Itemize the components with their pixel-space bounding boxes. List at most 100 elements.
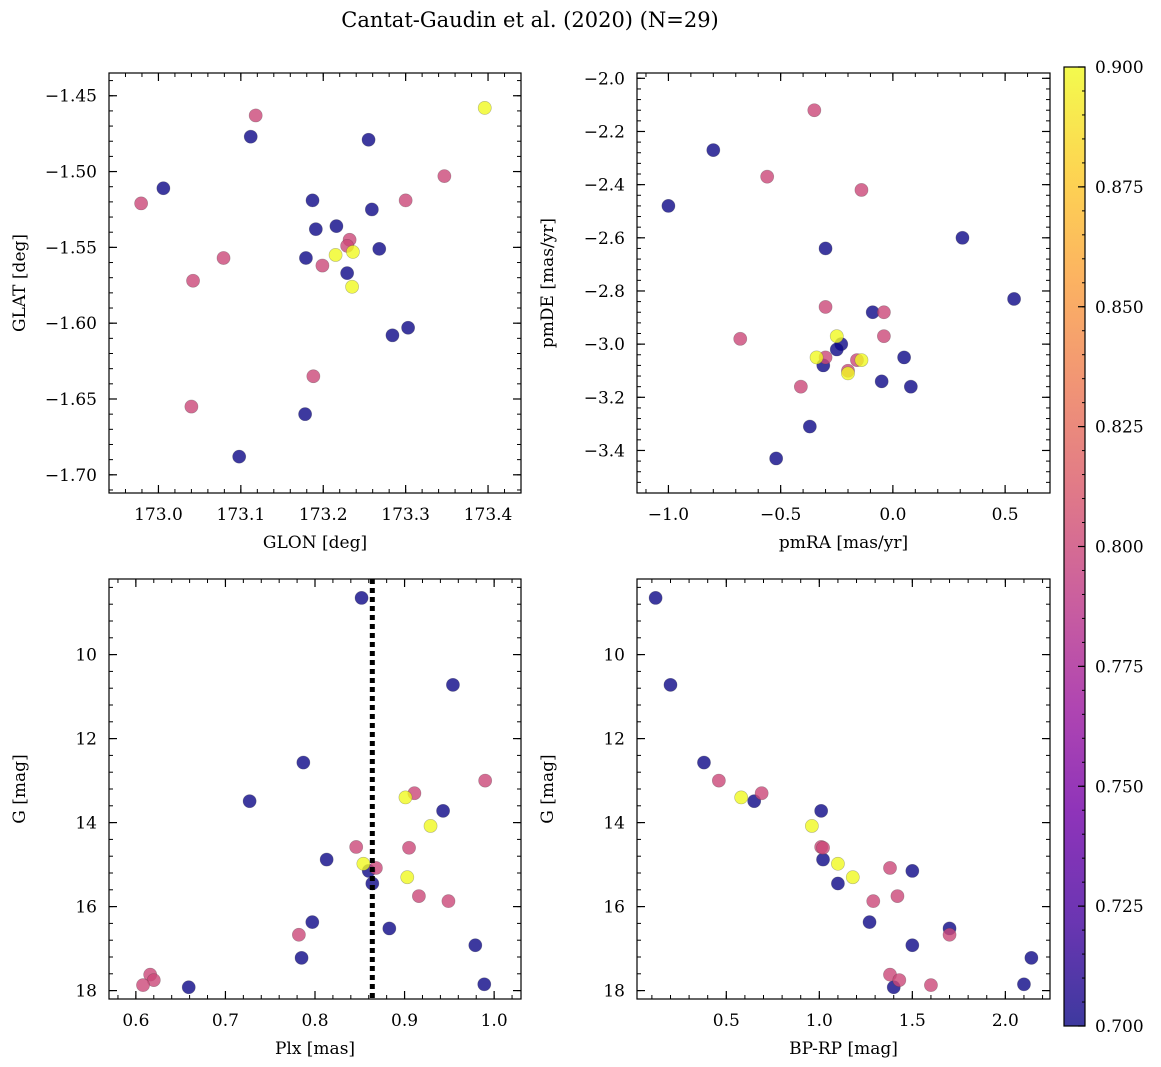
scatter-point: [478, 773, 493, 788]
scatter-point: [866, 894, 881, 909]
scatter-point: [372, 241, 387, 256]
scatter-point: [807, 103, 822, 118]
scatter-point: [134, 196, 149, 211]
x-tick-label: 0.8: [301, 1011, 328, 1031]
x-tick-label: 173.2: [299, 505, 348, 525]
scatter-point: [382, 921, 397, 936]
colorbar-tick-label: 0.800: [1095, 538, 1144, 558]
colorbar-tick-label: 0.875: [1095, 178, 1144, 198]
scatter-point: [706, 143, 721, 157]
scatter-point: [315, 258, 330, 273]
y-axis-label: G [mag]: [538, 754, 558, 823]
scatter-point: [308, 222, 323, 237]
x-axis-label: BP-RP [mag]: [789, 1039, 898, 1059]
y-axis-label: pmDE [mas/yr]: [538, 218, 558, 348]
scatter-point: [804, 819, 819, 833]
scatter-point: [831, 856, 845, 871]
colorbar: 0.700 0.725 0.750 0.775 0.800 0.825 0.850 0.875…: [1063, 58, 1144, 1037]
scatter-point: [816, 852, 830, 867]
y-tick-label: 10: [603, 646, 625, 666]
scatter-point: [340, 266, 355, 281]
x-axis-label: GLON [deg]: [263, 533, 367, 553]
colorbar-tick-label: 0.775: [1095, 657, 1144, 677]
scatter-point: [883, 861, 897, 875]
scatter-point: [305, 193, 320, 208]
scatter-point: [441, 894, 456, 909]
scatter-point: [862, 915, 877, 930]
scatter-point: [829, 342, 844, 357]
scatter-point: [477, 977, 492, 992]
x-tick-label: 1.0: [481, 1011, 508, 1031]
panels: 173.0 173.1 173.2 173.3 173.4 −1.45 −1.50 −1.55…: [10, 69, 1051, 1059]
panel-1: 173.0 173.1 173.2 173.3 173.4 −1.45 −1.50 −1.55…: [10, 72, 522, 553]
colorbar-tick-label: 0.825: [1095, 418, 1144, 438]
scatter-point: [955, 230, 970, 245]
scatter-point: [477, 100, 492, 115]
scatter-point: [854, 183, 869, 197]
scatter-point: [298, 407, 313, 422]
scatter-point: [232, 449, 247, 464]
x-axis-label: pmRA [mas/yr]: [779, 533, 908, 553]
x-axis-label: Plx [mas]: [275, 1039, 355, 1059]
scatter-point: [697, 755, 711, 770]
scatter-point: [216, 251, 231, 265]
scatter-points: [136, 591, 493, 995]
scatter-point: [769, 451, 784, 466]
scatter-point: [890, 889, 905, 903]
scatter-point: [328, 248, 343, 262]
scatter-points: [134, 100, 492, 464]
scatter-point: [1007, 292, 1021, 306]
colorbar-tick-label: 0.700: [1095, 1017, 1144, 1037]
y-tick-label: 16: [603, 898, 625, 918]
y-tick-label: 18: [75, 982, 97, 1002]
x-tick-label: 173.1: [217, 505, 266, 525]
scatter-point: [299, 251, 313, 265]
x-tick-label: −0.5: [760, 505, 801, 525]
scatter-point: [329, 219, 344, 234]
y-tick-label: −2.4: [584, 176, 625, 196]
y-tick-label: 14: [603, 814, 625, 834]
scatter-point: [648, 591, 663, 605]
scatter-point: [156, 181, 171, 196]
scatter-point: [942, 927, 957, 942]
x-tick-label: 0.0: [879, 505, 906, 525]
y-tick-label: −2.0: [584, 69, 625, 89]
scatter-point: [892, 973, 907, 987]
scatter-point: [905, 938, 920, 953]
y-tick-label: 18: [603, 982, 625, 1002]
y-tick-label: −3.2: [584, 388, 625, 408]
colorbar-tick-label: 0.750: [1095, 777, 1144, 797]
x-tick-label: −1.0: [648, 505, 689, 525]
scatter-point: [446, 677, 460, 692]
y-tick-label: 14: [75, 814, 97, 834]
axes-frame: [636, 578, 1051, 1000]
scatter-point: [319, 852, 334, 867]
scatter-point: [184, 399, 199, 414]
scatter-point: [356, 856, 371, 871]
y-tick-label: −1.70: [45, 466, 97, 486]
y-tick-label: 12: [603, 730, 625, 750]
scatter-point: [346, 245, 360, 259]
scatter-point: [841, 366, 855, 381]
scatter-point: [877, 305, 891, 320]
x-tick-label: 0.9: [391, 1011, 418, 1031]
scatter-point: [877, 329, 891, 344]
scatter-point: [733, 331, 748, 346]
colorbar-tick-label: 0.900: [1095, 58, 1144, 78]
scatter-point: [814, 803, 829, 818]
scatter-point: [831, 876, 845, 891]
scatter-point: [845, 870, 860, 885]
scatter-point: [802, 419, 817, 434]
scatter-point: [364, 202, 379, 217]
y-axis-label: GLAT [deg]: [10, 234, 30, 332]
scatter-point: [248, 108, 263, 123]
scatter-point: [398, 790, 413, 805]
scatter-point: [897, 350, 912, 365]
y-tick-label: 16: [75, 898, 97, 918]
x-tick-label: 0.6: [122, 1011, 149, 1031]
scatter-point: [809, 350, 824, 365]
scatter-point: [816, 840, 830, 855]
x-tick-label: 173.0: [134, 505, 183, 525]
scatter-point: [793, 379, 808, 394]
